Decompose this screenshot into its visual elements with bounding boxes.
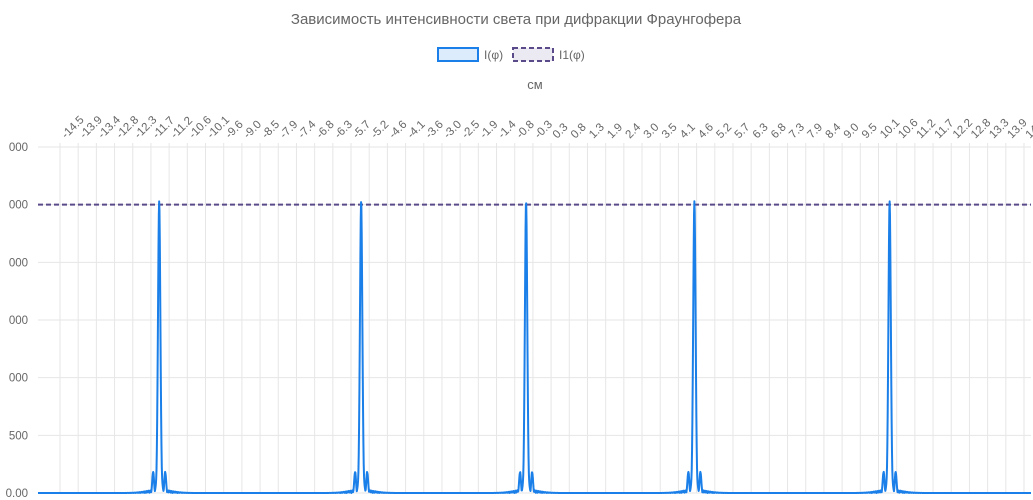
legend-item-i[interactable]: I(φ) xyxy=(438,48,503,62)
x-tick-label: -5.7 xyxy=(351,119,374,142)
x-tick-label: 1.9 xyxy=(605,121,625,141)
x-tick-label: 11.7 xyxy=(933,117,957,141)
x-tick-label: -9.0 xyxy=(242,119,265,142)
x-tick-label: 4.1 xyxy=(678,121,698,141)
y-tick-label: 500 xyxy=(9,430,28,442)
y-tick-label: 000 xyxy=(9,373,28,385)
y-tick-label: 000 xyxy=(9,315,28,327)
x-tick-label: 0.8 xyxy=(569,121,589,141)
legend: I(φ) I1(φ) xyxy=(438,48,585,62)
y-tick-label: 000 xyxy=(9,142,28,154)
x-tick-label: -1.9 xyxy=(478,119,501,142)
x-tick-label: 8.4 xyxy=(824,121,844,141)
x-tick-label: -6.8 xyxy=(314,119,337,142)
x-tick-label: -5.2 xyxy=(369,119,392,142)
x-tick-label: -0.8 xyxy=(514,119,537,142)
x-tick-label: 5.2 xyxy=(714,121,734,141)
x-tick-label: 11.2 xyxy=(915,117,939,141)
x-axis-ticks: -14.5-13.9-13.4-12.8-12.3-11.7-11.2-10.6… xyxy=(60,114,1033,141)
y-tick-label: 0.00 xyxy=(6,488,28,500)
x-tick-label: 3.5 xyxy=(660,121,680,141)
x-tick-label: -4.6 xyxy=(387,119,410,142)
legend-label-i1: I1(φ) xyxy=(559,48,585,62)
x-tick-label: 4.6 xyxy=(696,121,716,141)
x-tick-label: 9.0 xyxy=(842,121,862,141)
x-tick-label: -7.4 xyxy=(296,118,319,141)
x-tick-label: -6.3 xyxy=(332,119,355,142)
x-tick-label: -0.3 xyxy=(533,119,556,142)
x-tick-label: 0.3 xyxy=(551,121,571,141)
y-axis-ticks: 0.00 500 000 000 000 000 000 xyxy=(6,142,28,500)
x-tick-label: -1.4 xyxy=(496,118,519,141)
x-tick-label: 9.5 xyxy=(860,121,880,141)
x-tick-label: -2.5 xyxy=(460,119,483,142)
x-tick-label: -8.5 xyxy=(260,119,283,142)
x-tick-label: 7.9 xyxy=(805,121,825,141)
chart-title: Зависимость интенсивности света при дифр… xyxy=(291,11,742,28)
x-tick-label: -3.0 xyxy=(442,119,465,142)
legend-swatch-i1 xyxy=(513,48,553,61)
legend-swatch-i xyxy=(438,48,478,61)
legend-item-i1[interactable]: I1(φ) xyxy=(513,48,585,62)
x-tick-label: 5.7 xyxy=(733,121,753,141)
x-tick-label: 6.8 xyxy=(769,121,789,141)
x-tick-label: 3.0 xyxy=(642,121,662,141)
x-tick-label: 1.3 xyxy=(587,121,607,141)
grid xyxy=(38,143,1031,493)
x-axis-title: см xyxy=(527,77,543,92)
x-tick-label: 6.3 xyxy=(751,121,771,141)
y-tick-label: 000 xyxy=(9,257,28,269)
x-tick-label: -4.1 xyxy=(405,119,428,142)
x-tick-label: -7.9 xyxy=(278,119,301,142)
x-tick-label: 2.4 xyxy=(623,121,643,141)
y-tick-label: 000 xyxy=(9,200,28,212)
x-tick-label: 7.3 xyxy=(787,121,807,141)
x-tick-label: -3.6 xyxy=(423,119,446,142)
legend-label-i: I(φ) xyxy=(484,48,503,62)
